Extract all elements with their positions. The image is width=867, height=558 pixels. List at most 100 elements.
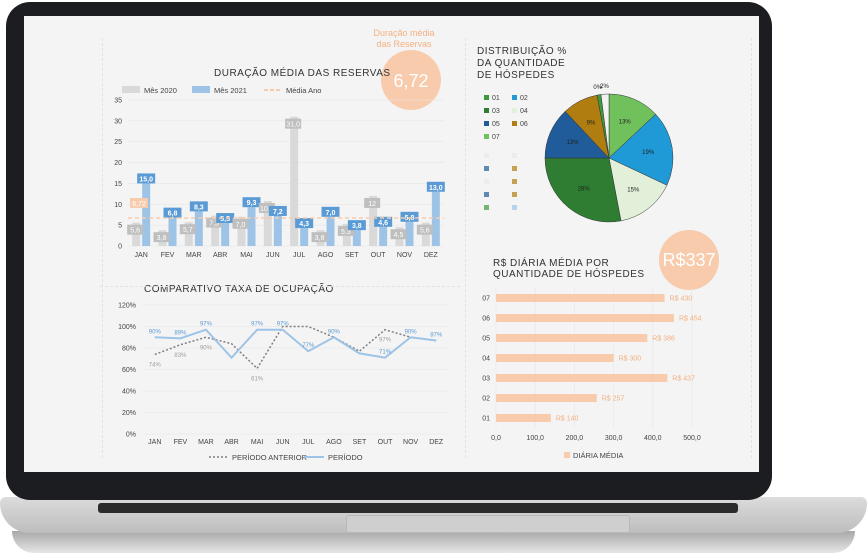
bar-2020 (237, 216, 246, 246)
data-label: R$ 454 (679, 316, 702, 323)
legend-label-previous: PERÍODO ANTERIOR (232, 453, 308, 462)
data-label-2021: 13,0 (429, 185, 443, 192)
daily-legend: DIÁRIA MÉDIA (564, 451, 623, 460)
daily-rate-bar-chart: 0,0 100,0 200,0 300,0 400,0 500,0 07 R$ 430 06 R$… (482, 288, 702, 442)
data-label-2021: 5,5 (220, 216, 230, 223)
y-tick-label: 05 (482, 336, 490, 343)
data-label: R$ 386 (652, 336, 675, 343)
data-label-2020: 5,7 (183, 227, 193, 234)
data-label-bg-2020 (179, 224, 196, 235)
y-tick-label: 5 (118, 223, 122, 230)
data-label: R$ 257 (602, 396, 625, 403)
data-label-2021: 4,6 (378, 220, 388, 227)
x-tick-label: OUT (371, 252, 387, 259)
x-tick-label: FEV (161, 252, 175, 259)
pie-label: 0% (593, 85, 602, 91)
legend-swatch (484, 121, 489, 126)
divider (102, 38, 103, 458)
data-label-bg-2020 (390, 229, 407, 240)
x-tick-label: 0,0 (491, 435, 501, 442)
bar-2021 (326, 216, 335, 246)
chart-title-pie-1: DISTRIBUIÇÃO % (477, 44, 567, 57)
x-tick-label: ABR (224, 439, 238, 446)
data-label-bg-2020 (311, 232, 328, 243)
x-tick-label: JUN (266, 252, 280, 259)
legend-label: 06 (520, 121, 528, 128)
data-label-2021: 9,3 (247, 200, 257, 207)
data-label-bg-2021 (400, 211, 419, 222)
chart-title-duration: DURAÇÃO MÉDIA DAS RESERVAS (214, 66, 391, 79)
legend-swatch-empty (484, 153, 489, 158)
bar-2021 (247, 207, 256, 246)
pie-label: 9% (587, 121, 596, 127)
data-label: 87% (430, 332, 443, 338)
y-tick-label: 01 (482, 416, 490, 423)
trackpad (346, 515, 630, 533)
pie-slice-02 (608, 113, 674, 186)
data-label-2020: 5,3 (341, 229, 351, 236)
x-tick-label: MAI (251, 439, 264, 446)
x-tick-label: NOV (403, 439, 419, 446)
pie-label: 28% (578, 187, 591, 193)
data-label: R$ 140 (556, 416, 579, 423)
data-label-bg-2020 (285, 118, 302, 129)
data-label-bg-2021 (295, 218, 314, 229)
data-label-bg-2021 (189, 201, 208, 212)
y-tick-label: 15 (114, 181, 122, 188)
x-tick-label: JAN (135, 252, 148, 259)
legend-swatch-empty (484, 192, 489, 197)
data-label-2021: 4,3 (299, 221, 309, 228)
occupancy-legend: PERÍODO ANTERIOR PERÍODO (209, 453, 363, 462)
hbar (496, 334, 648, 342)
legend-swatch-empty (512, 179, 517, 184)
x-tick-label: ABR (213, 252, 227, 259)
kpi-circle (381, 50, 441, 110)
y-tick-label: 35 (114, 98, 122, 105)
legend-swatch (484, 134, 489, 139)
data-label-2020: 4,5 (394, 232, 404, 239)
x-tick-label: JUL (293, 252, 306, 259)
data-label-2021: 6,8 (168, 211, 178, 218)
data-label: 83% (174, 353, 187, 359)
legend-label: 07 (492, 134, 500, 141)
pie-legend: 01 02 03 04 05 06 07 (484, 95, 528, 210)
legend-label-2020: Mês 2020 (144, 86, 177, 95)
legend-swatch-empty (512, 153, 517, 158)
legend-swatch (512, 95, 517, 100)
y-tick-label: 06 (482, 316, 490, 323)
x-tick-label: 400,0 (644, 435, 662, 442)
data-label-bg-2020 (258, 202, 275, 213)
pie-slice-04 (608, 157, 668, 222)
chart-title-occupancy: COMPARATIVO TAXA DE OCUPAÇÃO (144, 282, 334, 295)
x-tick-label: NOV (397, 252, 413, 259)
y-tick-label: 0 (118, 244, 122, 251)
bar-2020 (263, 200, 272, 246)
hbar (496, 414, 551, 422)
data-label: R$ 430 (670, 296, 693, 303)
y-tick-label: 100% (118, 324, 136, 331)
data-label: 90% (149, 329, 162, 335)
data-label-bg-2020 (206, 217, 223, 228)
x-tick-label: JUL (302, 439, 315, 446)
divider (465, 38, 466, 458)
legend-swatch-daily (564, 452, 570, 458)
data-label: 97% (251, 322, 264, 328)
pie-slice-08 (600, 93, 610, 159)
bar-2021 (379, 226, 388, 246)
data-label-2020: 10,8 (260, 206, 274, 213)
y-tick-label: 80% (122, 346, 136, 353)
kpi-daily: R$337 (659, 230, 719, 290)
data-label: 74% (149, 362, 162, 368)
hbar (496, 374, 668, 382)
legend-label: 04 (520, 108, 528, 115)
series-line-current (154, 328, 437, 360)
legend-label: 01 (492, 95, 500, 102)
legend-label: 02 (520, 95, 528, 102)
bar-2021 (142, 183, 151, 246)
average-label-bg (130, 197, 148, 208)
dashboard-screen: Duração média das Reservas 6,72 R$337 DU… (24, 16, 759, 472)
chart-title-daily-1: R$ DIÁRIA MÉDIA POR (493, 256, 609, 269)
occupancy-line-chart: 0% 20% 40% 60% 80% 100% 120% JAN FEV MAR ABR MAI JUN… (118, 303, 449, 446)
data-label: 97% (277, 322, 290, 328)
x-tick-label: 300,0 (605, 435, 623, 442)
